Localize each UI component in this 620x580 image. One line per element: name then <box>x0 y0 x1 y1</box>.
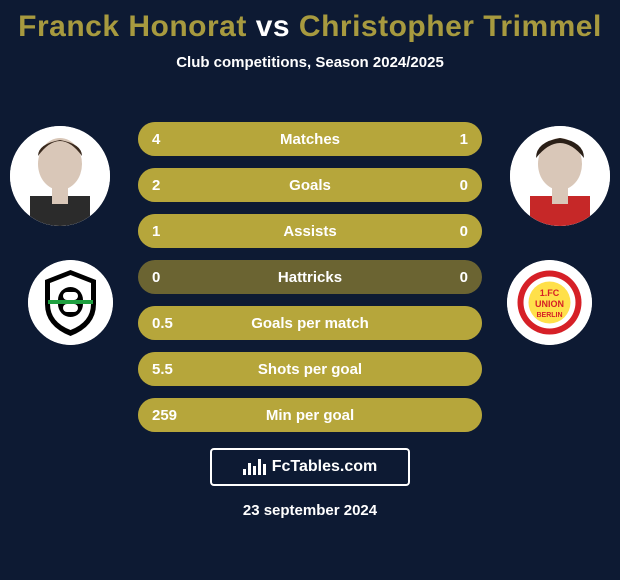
stat-label: Assists <box>202 223 418 240</box>
stat-value-left: 0.5 <box>138 315 202 332</box>
stat-label: Goals per match <box>202 315 418 332</box>
stat-label: Matches <box>202 131 418 148</box>
stat-label: Shots per goal <box>202 361 418 378</box>
stat-row: 2Goals0 <box>138 168 482 202</box>
player-right-avatar <box>510 126 610 226</box>
stat-row: 5.5Shots per goal <box>138 352 482 386</box>
stat-value-right: 0 <box>418 269 482 286</box>
date-text: 23 september 2024 <box>0 502 620 519</box>
title-vs: vs <box>247 10 299 43</box>
subtitle: Club competitions, Season 2024/2025 <box>0 54 620 71</box>
page-title: Franck Honorat vs Christopher Trimmel <box>0 0 620 44</box>
svg-text:BERLIN: BERLIN <box>536 312 562 319</box>
title-player-right: Christopher Trimmel <box>299 10 602 43</box>
stat-row: 1Assists0 <box>138 214 482 248</box>
stat-label: Hattricks <box>202 269 418 286</box>
stats-list: 4Matches12Goals01Assists00Hattricks00.5G… <box>138 122 482 432</box>
bars-icon <box>243 459 266 475</box>
stat-label: Goals <box>202 177 418 194</box>
stat-value-left: 1 <box>138 223 202 240</box>
stat-value-left: 259 <box>138 407 202 424</box>
svg-text:UNION: UNION <box>535 299 564 309</box>
stat-value-right: 0 <box>418 177 482 194</box>
stat-row: 259Min per goal <box>138 398 482 432</box>
brand-badge: FcTables.com <box>210 448 410 486</box>
club-right-badge: 1.FC UNION BERLIN <box>507 260 592 345</box>
title-player-left: Franck Honorat <box>18 10 247 43</box>
stat-row: 0.5Goals per match <box>138 306 482 340</box>
stat-value-right: 1 <box>418 131 482 148</box>
player-left-avatar <box>10 126 110 226</box>
brand-text: FcTables.com <box>272 458 378 476</box>
stat-value-left: 2 <box>138 177 202 194</box>
svg-text:1.FC: 1.FC <box>540 288 560 298</box>
club-left-badge <box>28 260 113 345</box>
stat-label: Min per goal <box>202 407 418 424</box>
stat-row: 4Matches1 <box>138 122 482 156</box>
stat-value-left: 4 <box>138 131 202 148</box>
stat-value-left: 5.5 <box>138 361 202 378</box>
stat-value-right: 0 <box>418 223 482 240</box>
stat-row: 0Hattricks0 <box>138 260 482 294</box>
stat-value-left: 0 <box>138 269 202 286</box>
